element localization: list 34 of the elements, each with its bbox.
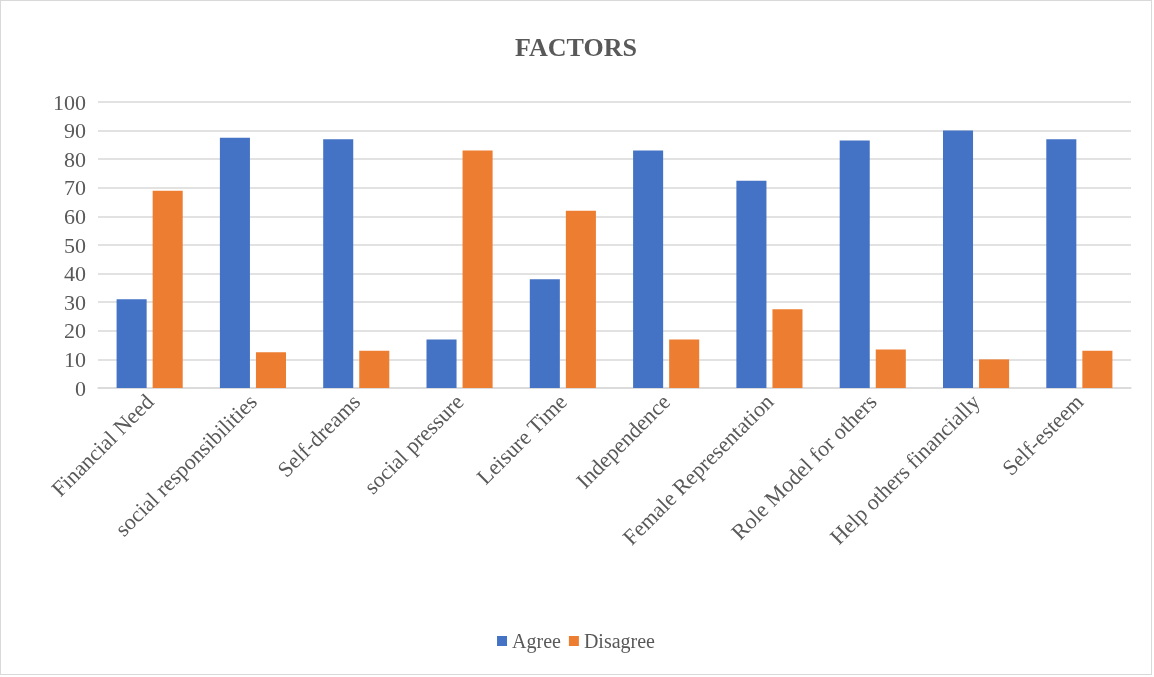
legend-label: Disagree bbox=[583, 630, 656, 653]
y-tick-label: 0 bbox=[75, 375, 86, 401]
bar bbox=[565, 210, 596, 388]
bar bbox=[1046, 139, 1077, 388]
bar bbox=[942, 130, 974, 388]
bar bbox=[839, 140, 870, 388]
bar bbox=[462, 150, 493, 388]
bar bbox=[426, 339, 457, 388]
bar bbox=[152, 190, 183, 388]
chart-title: FACTORS bbox=[515, 32, 637, 62]
bar bbox=[219, 137, 250, 388]
y-tick-label: 10 bbox=[64, 346, 86, 372]
bar bbox=[323, 139, 354, 388]
bar bbox=[116, 299, 147, 388]
y-tick-label: 20 bbox=[64, 318, 86, 344]
y-tick-label: 50 bbox=[64, 232, 86, 258]
y-tick-label: 80 bbox=[64, 146, 86, 172]
y-tick-label: 40 bbox=[64, 261, 86, 287]
bar bbox=[359, 350, 390, 388]
bar bbox=[529, 279, 560, 388]
y-tick-label: 30 bbox=[64, 289, 86, 315]
bar bbox=[875, 349, 906, 388]
legend-label: Agree bbox=[512, 630, 562, 653]
bar bbox=[979, 359, 1010, 388]
bar bbox=[255, 352, 287, 388]
y-tick-label: 60 bbox=[64, 203, 86, 229]
y-tick-label: 70 bbox=[64, 175, 86, 201]
bar bbox=[669, 339, 700, 388]
bar bbox=[736, 180, 767, 388]
bar bbox=[633, 150, 664, 388]
y-tick-label: 90 bbox=[64, 118, 86, 144]
bar bbox=[772, 309, 803, 388]
y-tick-label: 100 bbox=[53, 89, 86, 115]
bar bbox=[1082, 350, 1113, 388]
